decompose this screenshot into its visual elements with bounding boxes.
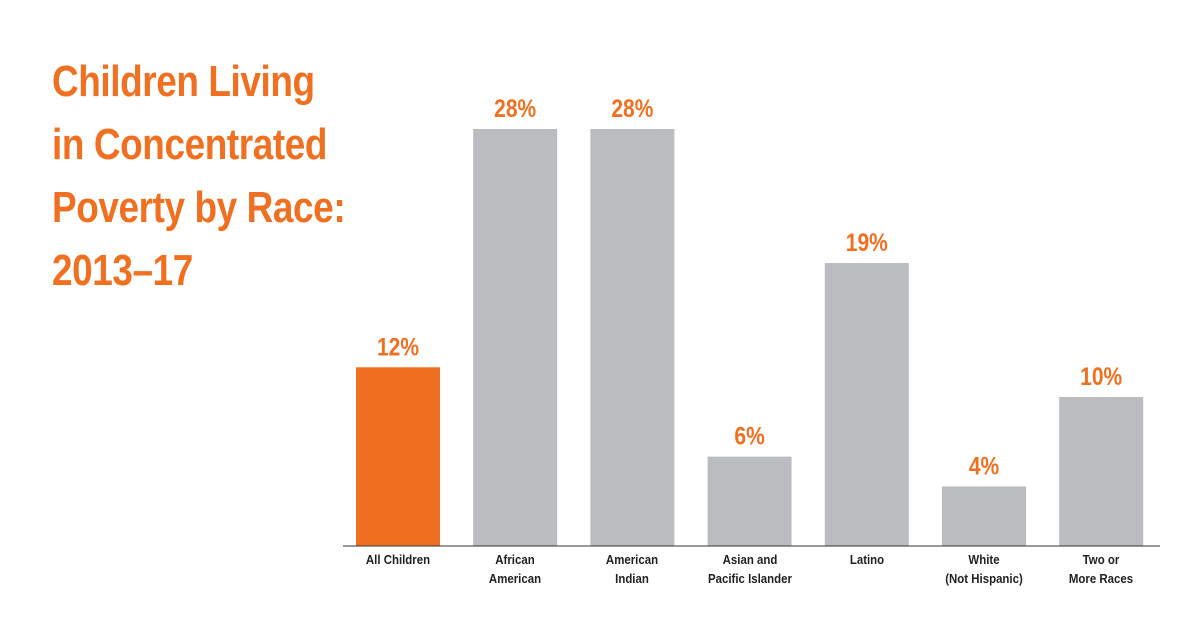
value-label: 10%	[1080, 362, 1122, 390]
x-tick-label: Asian and Pacific Islander	[707, 552, 792, 586]
bar	[356, 367, 440, 546]
bar	[942, 486, 1026, 546]
value-label: 12%	[377, 333, 419, 361]
bar	[707, 456, 792, 546]
x-tick-label: African American	[489, 552, 542, 586]
value-label: 4%	[969, 452, 999, 480]
chart-title: Children Living in Concentrated Poverty …	[52, 57, 346, 295]
value-label: 28%	[611, 94, 653, 122]
value-label: 19%	[846, 228, 888, 256]
x-tick-label: All Children	[365, 552, 431, 567]
bar	[473, 129, 558, 546]
x-tick-label: Latino	[849, 552, 884, 567]
x-tick-label: White (Not Hispanic)	[945, 552, 1023, 586]
bar	[590, 129, 675, 546]
x-tick-label: American Indian	[606, 552, 659, 586]
value-label: 28%	[494, 94, 536, 122]
bar	[824, 263, 909, 546]
value-label: 6%	[734, 422, 764, 450]
bar	[1059, 397, 1144, 546]
x-tick-label: Two or More Races	[1069, 552, 1134, 586]
